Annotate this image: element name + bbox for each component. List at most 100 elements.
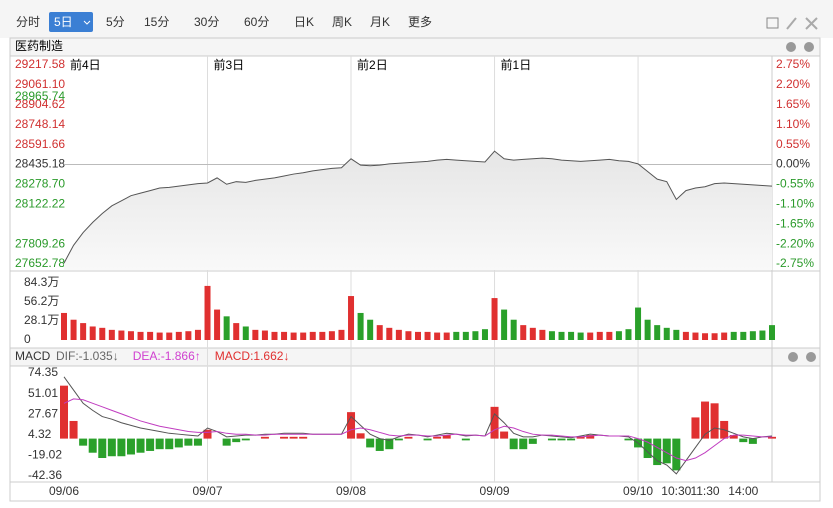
volume-bar xyxy=(99,327,106,340)
volume-bar xyxy=(759,330,766,340)
volume-bar xyxy=(462,331,469,340)
volume-bar xyxy=(501,309,508,340)
macd-bar xyxy=(433,436,442,439)
y-tick-label: 27652.78 xyxy=(15,256,65,270)
tab[interactable]: 周K xyxy=(332,15,352,29)
volume-bar xyxy=(118,330,125,340)
macd-bar xyxy=(576,436,585,439)
macd-bar xyxy=(500,431,509,439)
volume-bar xyxy=(319,331,326,340)
volume-bar xyxy=(558,331,565,340)
volume-bar xyxy=(491,298,498,340)
macd-bar xyxy=(299,436,308,439)
tab[interactable]: 60分 xyxy=(244,15,269,29)
macd-header xyxy=(9,347,821,367)
volume-bar xyxy=(443,332,450,340)
draw-icon[interactable] xyxy=(786,17,797,30)
macd-bar xyxy=(557,438,566,441)
y-tick-label: 84.3万 xyxy=(24,275,59,289)
tab[interactable]: 30分 xyxy=(194,15,219,29)
macd-bar xyxy=(394,438,403,441)
volume-bar xyxy=(175,331,182,340)
y-tick-label: 28278.70 xyxy=(15,177,65,191)
macd-bar xyxy=(710,403,719,439)
macd-bar xyxy=(136,438,145,453)
grid-icon[interactable] xyxy=(766,17,779,29)
volume-bar xyxy=(357,312,364,340)
volume-bar xyxy=(692,332,699,340)
volume-bar xyxy=(721,332,728,340)
volume-bar xyxy=(405,331,412,340)
tab[interactable]: 日K xyxy=(294,15,314,29)
macd-bar xyxy=(347,412,356,439)
macd-bar xyxy=(222,438,231,446)
volume-bar xyxy=(271,331,278,340)
volume-bar xyxy=(568,331,575,340)
y-tick-label: 28965.74 xyxy=(15,89,65,103)
volume-bar xyxy=(548,331,555,340)
y-tick-label: 28435.18 xyxy=(15,157,65,171)
macd-bar xyxy=(165,438,174,450)
volume-bar xyxy=(252,329,259,340)
y2-tick-label: -0.55% xyxy=(776,177,814,191)
volume-bar xyxy=(223,316,230,340)
macd-bar xyxy=(193,438,202,446)
y-tick-label: -42.36 xyxy=(28,468,62,482)
macd-bar xyxy=(60,385,68,439)
macd-bar xyxy=(98,438,107,459)
volume-bar xyxy=(127,331,134,340)
close-icon[interactable] xyxy=(806,352,816,362)
tab[interactable]: 分时 xyxy=(16,15,40,29)
tab[interactable]: 更多 xyxy=(408,15,432,29)
volume-bar xyxy=(70,319,77,340)
macd-bar xyxy=(528,438,537,444)
macd-bar xyxy=(567,438,576,441)
tab[interactable]: 15分 xyxy=(144,15,169,29)
macd-bar xyxy=(126,438,135,455)
indicator-title: MACD xyxy=(15,349,51,363)
x-tick-label: 09/07 xyxy=(192,484,222,498)
day-label: 前1日 xyxy=(501,57,532,72)
tab[interactable]: 5分 xyxy=(106,15,125,29)
macd-bar xyxy=(748,438,757,444)
volume-bar xyxy=(89,326,96,340)
macd-bar xyxy=(117,438,126,457)
collapse-icon[interactable] xyxy=(786,42,796,52)
macd-bar xyxy=(203,429,212,439)
volume-bar xyxy=(453,331,460,340)
macd-bar xyxy=(88,438,97,453)
volume-bar xyxy=(663,327,670,340)
volume-bar xyxy=(261,330,268,340)
tab[interactable]: 月K xyxy=(370,15,390,29)
day-label: 前3日 xyxy=(214,57,245,72)
x-tick-label: 11:30 xyxy=(690,484,719,498)
volume-bar xyxy=(386,327,393,340)
tab-selected[interactable] xyxy=(49,12,93,32)
day-label: 前4日 xyxy=(70,57,101,72)
x-tick-label: 09/10 xyxy=(623,484,653,498)
volume-bar xyxy=(367,319,374,340)
tab[interactable]: 5日 xyxy=(54,15,73,29)
volume-bar xyxy=(166,332,173,340)
share-icon[interactable] xyxy=(805,17,818,30)
volume-bar xyxy=(348,296,355,340)
volume-bar xyxy=(242,326,249,340)
price-line xyxy=(63,150,773,264)
macd-bar xyxy=(672,438,681,471)
day-label: 前2日 xyxy=(357,57,388,72)
volume-bar xyxy=(472,331,479,340)
settings-icon[interactable] xyxy=(788,352,798,362)
macd-bar xyxy=(662,438,671,464)
macd-bar xyxy=(653,438,662,466)
expand-icon[interactable] xyxy=(804,42,814,52)
macd-bar xyxy=(490,406,499,439)
volume-bar xyxy=(338,329,345,340)
volume-bar xyxy=(415,331,421,340)
macd-bar xyxy=(184,438,193,446)
volume-bar xyxy=(481,329,488,340)
y-tick-label: 51.01 xyxy=(28,386,58,400)
macd-bar xyxy=(280,436,289,439)
macd-bar xyxy=(691,417,700,439)
volume-bar xyxy=(673,329,680,340)
